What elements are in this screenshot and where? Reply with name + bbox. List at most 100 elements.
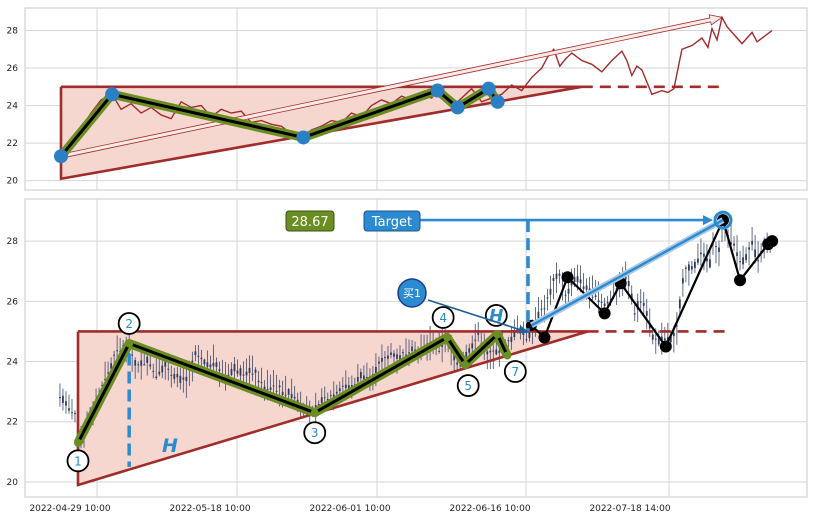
point-label-circle (66, 449, 90, 473)
candle-body (269, 387, 272, 390)
candle-body (684, 267, 687, 269)
candle-body (757, 260, 760, 262)
candle-body (540, 308, 543, 310)
candle-body (65, 401, 67, 406)
candle-body (438, 350, 441, 352)
candle-body (182, 377, 185, 380)
candle-body (633, 313, 636, 315)
candle-body (284, 394, 287, 396)
candle-body (537, 311, 540, 319)
candle-body (687, 264, 690, 271)
candle-body (254, 369, 257, 373)
candle-body (681, 278, 684, 284)
point-label-circle (431, 306, 455, 329)
candle-body (489, 350, 492, 353)
candle-body (275, 390, 278, 392)
point-label-text: 1 (74, 454, 82, 468)
post-breakout-point (598, 307, 611, 320)
candle-body (212, 362, 215, 367)
candle-body (113, 354, 116, 356)
candle-body (281, 391, 284, 396)
candle-body (606, 302, 609, 304)
candle-body (236, 370, 239, 374)
candle-body (209, 364, 212, 368)
candle-body (522, 331, 525, 335)
candle-body (736, 252, 738, 256)
top-pattern-point (450, 100, 465, 115)
candle-body (507, 340, 510, 342)
candle-body (200, 357, 203, 360)
candle-body (278, 385, 281, 388)
candle-body (564, 294, 567, 296)
bottom-pattern-point (310, 408, 319, 417)
candle-body (146, 356, 149, 363)
candle-body (748, 247, 750, 250)
candle-body (498, 350, 501, 353)
candle-body (396, 354, 398, 359)
bottom-pattern-point (503, 351, 512, 360)
top-y-tick-label: 24 (7, 102, 19, 112)
bottom-y-tick-label: 24 (7, 358, 19, 368)
candle-body (525, 339, 528, 341)
point-label-text: 4 (439, 311, 447, 325)
bottom-pattern-point (125, 339, 134, 348)
candle-body (74, 412, 76, 414)
candle-body (672, 332, 675, 337)
point-label-circle (456, 374, 480, 397)
candle-body (215, 362, 218, 367)
point-label-circle (503, 360, 527, 383)
candle-body (639, 301, 642, 303)
candle-body (510, 336, 513, 342)
candle-body (709, 259, 711, 268)
candle-body (266, 388, 269, 390)
candle-body (203, 359, 206, 365)
bottom-y-tick-label: 28 (7, 237, 19, 247)
candle-body (332, 394, 335, 397)
candle-body (642, 302, 645, 306)
candle-body (359, 372, 362, 379)
candle-body (140, 360, 143, 366)
candle-body (263, 386, 266, 392)
top-y-tick-label: 26 (7, 64, 19, 74)
candle-body (543, 308, 546, 310)
candle-body (739, 261, 741, 263)
target-projection-line (530, 219, 724, 327)
candle-body (329, 395, 332, 397)
candle-body (703, 253, 705, 257)
top-y-tick-label: 28 (7, 27, 19, 37)
candle-body (408, 352, 410, 354)
candle-body (164, 361, 167, 367)
candle-body (167, 368, 170, 370)
x-tick-label: 2022-06-16 10:00 (449, 504, 530, 514)
candle-body (387, 355, 389, 359)
candle-body (549, 288, 552, 295)
point-label-text: 2 (125, 317, 133, 331)
candle-body (486, 351, 489, 355)
candle-body (296, 399, 299, 403)
point-label-text: 7 (512, 365, 520, 379)
candle-body (591, 296, 594, 298)
bottom-y-tick-label: 26 (7, 297, 19, 307)
point-label-text: 5 (464, 379, 472, 393)
candle-body (170, 374, 173, 376)
candle-body (675, 325, 678, 327)
candle-body (347, 385, 350, 390)
candle-body (131, 354, 134, 356)
candle-body (155, 376, 158, 379)
candle-body (381, 358, 383, 362)
buy-marker-text: 买1 (403, 287, 421, 300)
candle-body (597, 300, 600, 303)
candle-body (570, 282, 573, 286)
candle-body (528, 332, 531, 338)
candle-body (110, 363, 113, 369)
candle-body (459, 365, 462, 367)
candle-body (338, 388, 341, 392)
candle-body (582, 286, 585, 290)
candle-body (585, 285, 588, 290)
candle-body (362, 375, 365, 380)
point-label-circle (117, 312, 141, 335)
candle-body (669, 336, 672, 343)
post-breakout-point (659, 340, 672, 353)
candle-body (206, 362, 209, 367)
